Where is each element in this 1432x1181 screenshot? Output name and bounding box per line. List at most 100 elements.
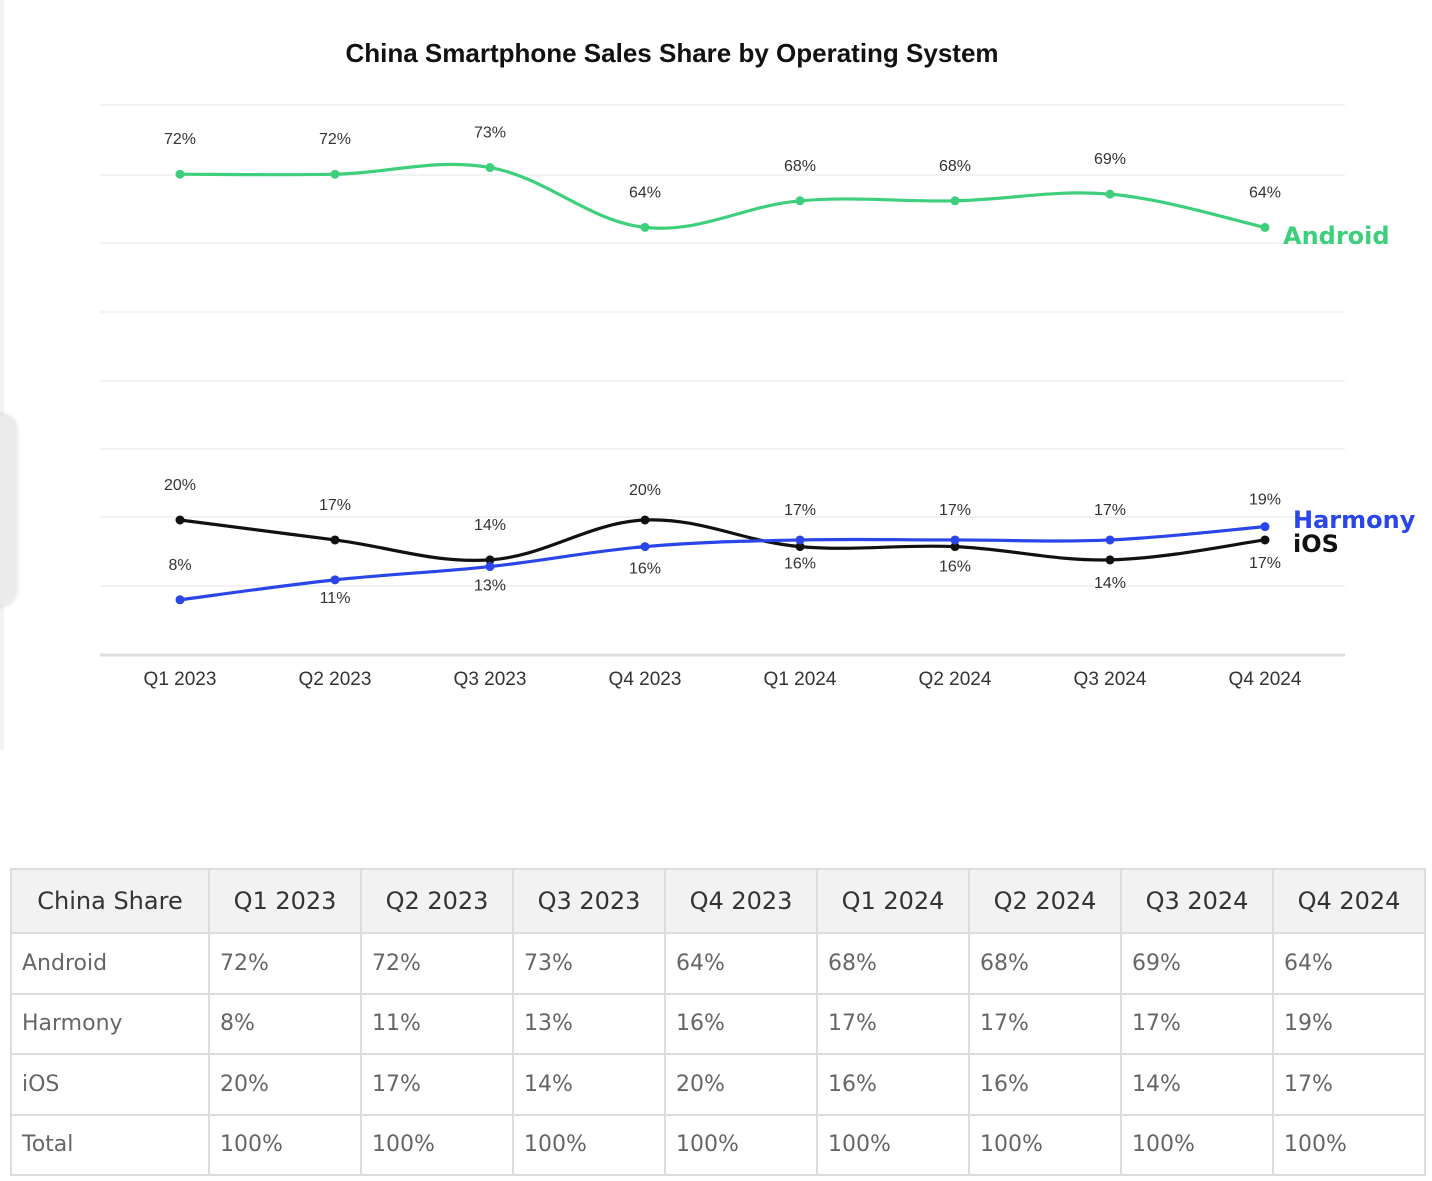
table-cell: 68%: [968, 932, 1122, 995]
data-point-ios: [950, 542, 960, 552]
data-point-harmony: [950, 535, 960, 545]
table-row-label: Total: [10, 1113, 210, 1176]
table-row: iOS 20% 17% 14% 20% 16% 16% 14% 17%: [10, 1053, 1426, 1116]
data-label-harmony: 17%: [1094, 502, 1126, 519]
table-cell: 17%: [968, 992, 1122, 1055]
data-point-android: [1260, 222, 1270, 232]
chart-data-labels: 72% 72% 73% 64% 68% 68% 69% 64% 8% 11% 13% 16% 17% 17…: [164, 125, 1281, 607]
data-label-harmony: 17%: [939, 502, 971, 519]
x-tick-label: Q1 2024: [764, 669, 837, 690]
series-line-android: [178, 162, 1267, 230]
data-label-ios: 20%: [164, 477, 196, 494]
chart-title: China Smartphone Sales Share by Operatin…: [345, 38, 998, 68]
data-point-ios: [1260, 535, 1270, 545]
table-row: Harmony 8% 11% 13% 16% 17% 17% 17% 19%: [10, 992, 1426, 1055]
data-label-harmony: 16%: [629, 561, 661, 578]
table-cell: 14%: [512, 1053, 666, 1116]
series-label-ios: iOS: [1293, 530, 1339, 558]
table-cell: 68%: [816, 932, 970, 995]
table-cell: 20%: [664, 1053, 818, 1116]
x-tick-label: Q4 2023: [609, 669, 682, 690]
table-cell: 11%: [360, 992, 514, 1055]
side-panel-handle[interactable]: [0, 415, 16, 605]
table-cell: 17%: [360, 1053, 514, 1116]
data-label-ios: 16%: [939, 559, 971, 576]
series-label-android: Android: [1283, 222, 1390, 250]
data-point-android: [485, 163, 495, 173]
table-cell: 16%: [816, 1053, 970, 1116]
table-header-cell: Q1 2023: [208, 868, 362, 934]
data-label-harmony: 17%: [784, 502, 816, 519]
table-cell: 64%: [1272, 932, 1426, 995]
data-label-android: 64%: [629, 184, 661, 201]
table-cell: 8%: [208, 992, 362, 1055]
data-point-harmony: [1105, 535, 1115, 545]
data-label-android: 64%: [1249, 184, 1281, 201]
table-cell: 17%: [1120, 992, 1274, 1055]
data-label-ios: 17%: [1249, 555, 1281, 572]
x-tick-label: Q2 2024: [919, 669, 992, 690]
x-tick-label: Q4 2024: [1229, 669, 1302, 690]
line-chart: China Smartphone Sales Share by Operatin…: [100, 38, 1416, 690]
table-cell: 100%: [512, 1113, 666, 1176]
table-cell: 14%: [1120, 1053, 1274, 1116]
data-label-ios: 14%: [1094, 575, 1126, 592]
table-cell: 13%: [512, 992, 666, 1055]
data-label-android: 72%: [319, 131, 351, 148]
data-point-android: [795, 196, 805, 206]
table-header-cell: Q4 2023: [664, 868, 818, 934]
table-header-cell: Q3 2023: [512, 868, 666, 934]
data-point-harmony: [640, 542, 650, 552]
data-point-harmony: [175, 595, 185, 605]
table-cell: 100%: [968, 1113, 1122, 1176]
data-point-ios: [175, 515, 185, 525]
table-cell: 17%: [1272, 1053, 1426, 1116]
data-label-android: 68%: [939, 158, 971, 175]
table-row: Android 72% 72% 73% 64% 68% 68% 69% 64%: [10, 932, 1426, 995]
table-cell: 100%: [664, 1113, 818, 1176]
table-cell: 100%: [1272, 1113, 1426, 1176]
data-point-harmony: [330, 575, 340, 585]
table-row-label: Harmony: [10, 992, 210, 1055]
data-label-android: 68%: [784, 158, 816, 175]
table-cell: 72%: [360, 932, 514, 995]
table-row-label: iOS: [10, 1053, 210, 1116]
table-row: Total 100% 100% 100% 100% 100% 100% 100% 100%: [10, 1113, 1426, 1176]
data-label-ios: 16%: [784, 556, 816, 573]
table-cell: 100%: [208, 1113, 362, 1176]
table-cell: 100%: [1120, 1113, 1274, 1176]
table-cell: 100%: [360, 1113, 514, 1176]
x-tick-label: Q1 2023: [144, 669, 217, 690]
x-tick-label: Q3 2023: [454, 669, 527, 690]
table-header-cell: Q3 2024: [1120, 868, 1274, 934]
data-point-ios: [485, 555, 495, 565]
table-cell: 72%: [208, 932, 362, 995]
table-cell: 64%: [664, 932, 818, 995]
x-tick-label: Q3 2024: [1074, 669, 1147, 690]
share-table: China Share Q1 2023 Q2 2023 Q3 2023 Q4 2023 Q…: [10, 868, 1426, 1176]
data-point-ios: [640, 515, 650, 525]
series-label-harmony: Harmony: [1293, 506, 1416, 534]
data-label-ios: 17%: [319, 497, 351, 514]
table-header-row: China Share Q1 2023 Q2 2023 Q3 2023 Q4 2023 Q…: [10, 868, 1426, 934]
chart-data-points: [175, 163, 1270, 605]
table-header-cell: Q2 2024: [968, 868, 1122, 934]
x-axis-ticks: Q1 2023 Q2 2023 Q3 2023 Q4 2023 Q1 2024 Q2 20…: [144, 669, 1302, 690]
data-label-android: 69%: [1094, 151, 1126, 168]
data-label-ios: 20%: [629, 482, 661, 499]
page-left-edge: [0, 0, 4, 750]
data-point-ios: [1105, 555, 1115, 565]
table-header-cell: Q1 2024: [816, 868, 970, 934]
table-cell: 16%: [664, 992, 818, 1055]
data-label-android: 73%: [474, 125, 506, 142]
data-point-android: [950, 196, 960, 206]
table-cell: 73%: [512, 932, 666, 995]
data-point-android: [175, 169, 185, 179]
data-point-ios: [330, 535, 340, 545]
table-cell: 16%: [968, 1053, 1122, 1116]
data-point-harmony: [795, 535, 805, 545]
table-cell: 17%: [816, 992, 970, 1055]
series-line-harmony: [178, 525, 1267, 602]
data-point-android: [640, 222, 650, 232]
